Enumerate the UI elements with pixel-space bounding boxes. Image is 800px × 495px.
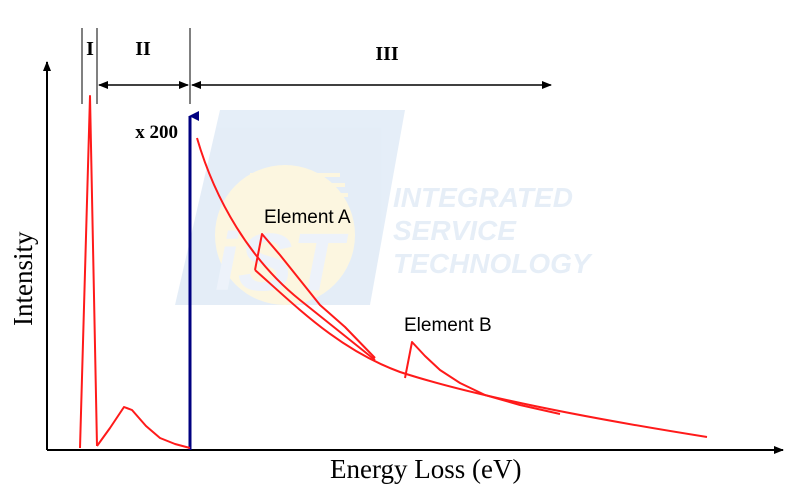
axes: [43, 61, 784, 454]
element-a-label: Element A: [264, 207, 351, 228]
zero-loss-peak: [79, 95, 98, 449]
magnification-label: x 200: [135, 122, 178, 143]
watermark-company-text: INTEGRATED SERVICE TECHNOLOGY: [393, 182, 593, 279]
watermark-line-2: SERVICE: [393, 215, 517, 246]
x-axis-label: Energy Loss (eV): [330, 454, 521, 484]
background-curve-upper: [196, 137, 376, 361]
watermark-line-1: INTEGRATED: [393, 182, 573, 213]
watermark-sun-rays: [250, 173, 348, 197]
element-a-edge: [254, 233, 376, 359]
spectrum: [79, 95, 708, 449]
region-label-i: I: [86, 38, 94, 60]
y-axis-label: Intensity: [8, 231, 38, 326]
region-separators: [81, 28, 191, 104]
element-b-label: Element B: [404, 315, 492, 336]
element-b-edge: [404, 341, 561, 415]
background-curve-lower: [254, 269, 708, 438]
watermark-line-3: TECHNOLOGY: [393, 248, 593, 279]
region-label-ii: II: [135, 38, 151, 60]
watermark-logo: iST: [175, 110, 405, 308]
watermark-sun: [215, 165, 355, 305]
region-label-iii: III: [375, 43, 399, 65]
plasmon-peak: [96, 406, 191, 449]
